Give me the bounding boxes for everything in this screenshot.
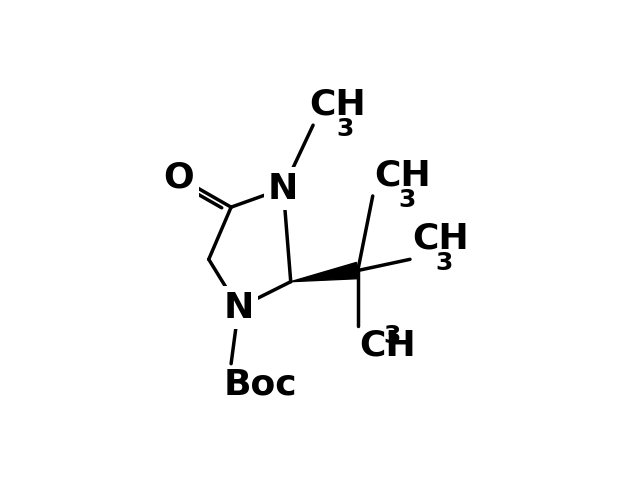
Text: O: O (164, 160, 195, 195)
Text: 3: 3 (337, 117, 354, 141)
Text: 3: 3 (383, 324, 401, 348)
Text: N: N (223, 291, 253, 325)
Polygon shape (291, 262, 359, 282)
Text: CH: CH (374, 158, 431, 192)
Text: CH: CH (360, 328, 417, 362)
Text: N: N (268, 171, 298, 206)
Text: CH: CH (412, 222, 468, 256)
Text: 3: 3 (435, 251, 452, 275)
Text: CH: CH (309, 88, 366, 121)
Text: 3: 3 (398, 188, 415, 212)
Text: Boc: Boc (223, 367, 297, 401)
